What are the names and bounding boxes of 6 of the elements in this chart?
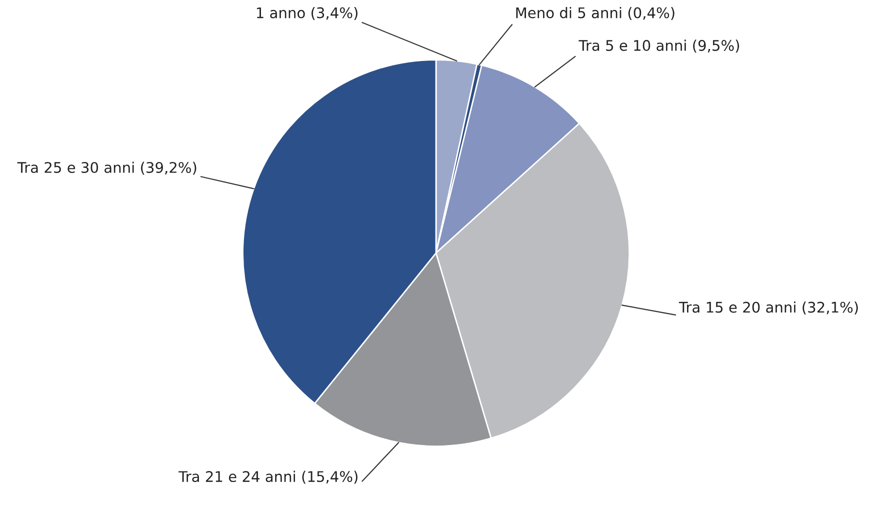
slice-label: Tra 21 e 24 anni (15,4%) bbox=[178, 470, 358, 484]
slice-label: Tra 25 e 30 anni (39,2%) bbox=[17, 162, 196, 175]
slice-label: Tra 5 e 10 anni (9,5%) bbox=[578, 40, 740, 53]
slice-label: Meno di 5 anni (0,4%) bbox=[516, 7, 674, 20]
slice-label: Tra 15 e 20 anni (32,1%) bbox=[678, 301, 858, 314]
slice-label: 1 anno (3,4%) bbox=[256, 7, 358, 20]
